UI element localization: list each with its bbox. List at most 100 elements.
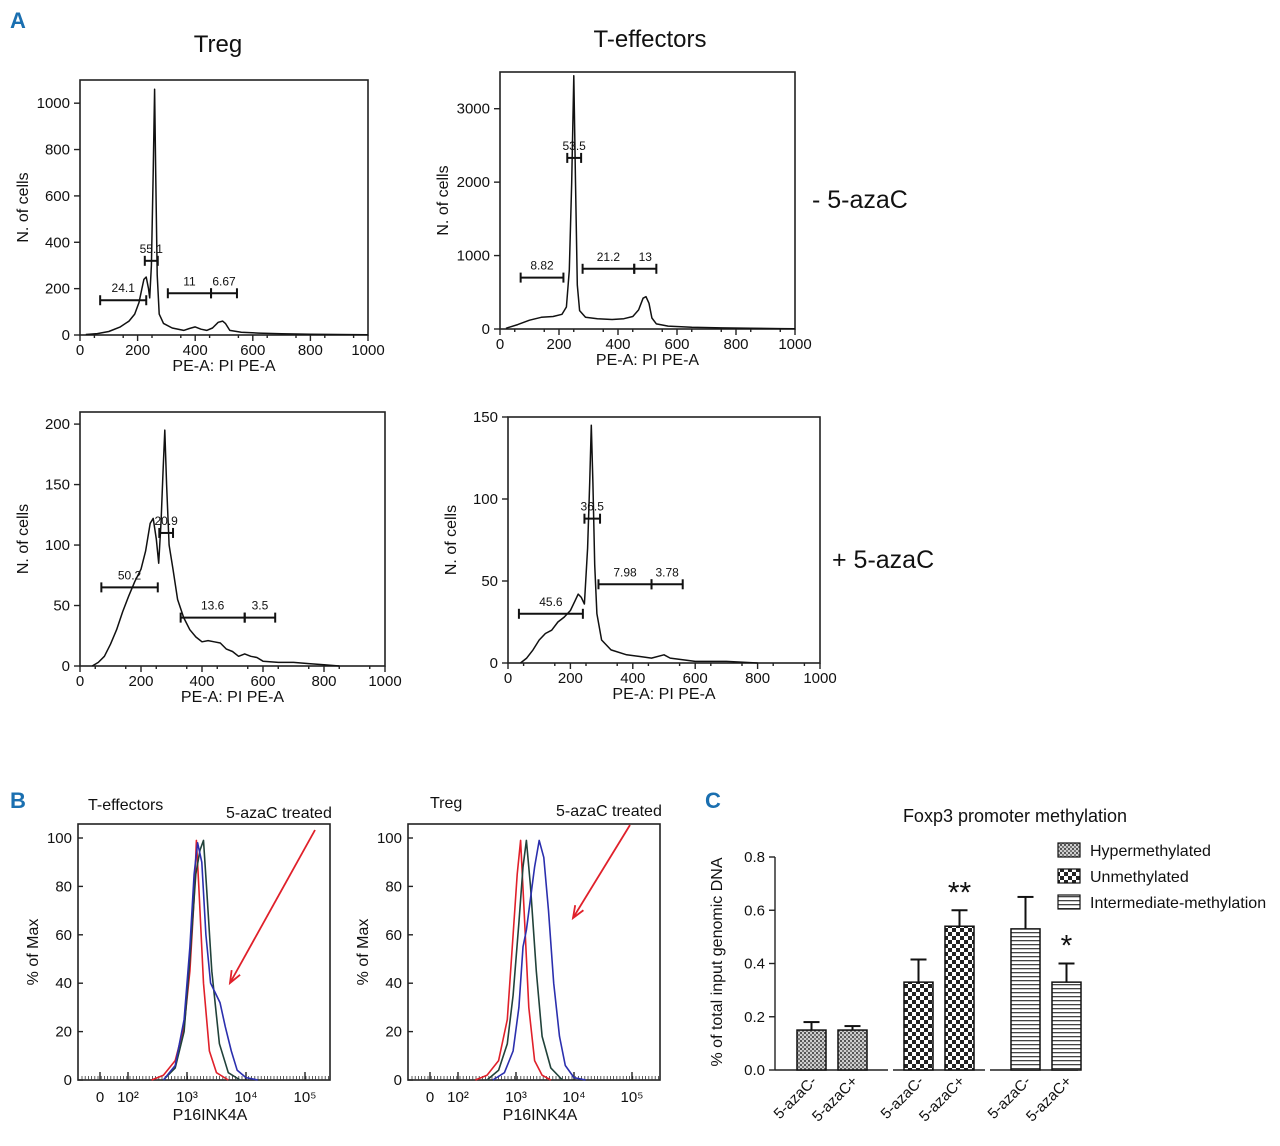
- histogram-curve: [91, 429, 340, 667]
- y-tick-label: 100: [473, 491, 498, 508]
- row-label-minus-azac: - 5-azaC: [812, 186, 908, 214]
- significance-marker: *: [1061, 930, 1073, 963]
- y-axis-label: N. of cells: [443, 505, 460, 575]
- y-tick-label: 50: [481, 573, 498, 590]
- curve-blue: [162, 842, 258, 1081]
- bar-dots: [796, 1029, 827, 1071]
- x-tick-label: 200: [128, 673, 153, 690]
- bar-hlines: [1051, 981, 1082, 1071]
- y-axis-label: % of Max: [25, 919, 42, 986]
- plot-frame: [407, 823, 661, 1081]
- x-tick-label: 400: [620, 670, 645, 687]
- gate-label: 6.67: [212, 274, 236, 288]
- x-tick-label: 1000: [803, 670, 836, 687]
- y-tick-label: 0: [62, 658, 70, 675]
- y-tick-label: 2000: [457, 174, 490, 191]
- x-tick-label: 800: [298, 342, 323, 359]
- annotation-arrow-line: [572, 824, 631, 919]
- y-tick-label: 80: [55, 878, 72, 895]
- y-axis-label: N. of cells: [15, 172, 32, 242]
- x-tick-label: 600: [683, 670, 708, 687]
- x-tick-label: 800: [311, 673, 336, 690]
- category-label: 5-azaC+: [1023, 1073, 1076, 1126]
- significance-marker: **: [948, 876, 972, 909]
- annotation-arrowhead: [228, 969, 241, 986]
- x-tick-label: 10⁵: [621, 1089, 644, 1106]
- legend-swatch-dots: [1057, 842, 1081, 858]
- x-tick-label: 1000: [368, 673, 401, 690]
- bar-dots: [837, 1029, 868, 1071]
- annotation-arrowhead: [571, 905, 584, 921]
- y-axis-label: % of Max: [355, 919, 372, 986]
- gate-label: 50.2: [118, 568, 142, 582]
- gate-label: 3.5: [252, 599, 269, 613]
- category-label: 5-azaC+: [809, 1073, 862, 1126]
- x-tick-label: 0: [76, 342, 84, 359]
- gate-label: 7.98: [613, 565, 637, 579]
- y-tick-label: 40: [385, 975, 402, 992]
- x-tick-label: 800: [723, 336, 748, 353]
- y-tick-label: 60: [55, 927, 72, 944]
- x-tick-label: 1000: [351, 342, 384, 359]
- legend-swatch-hlines: [1057, 894, 1081, 910]
- x-tick-label: 1000: [778, 336, 811, 353]
- y-tick-label: 0: [64, 1072, 72, 1089]
- histogram-curve: [520, 424, 758, 664]
- chart-title: Foxp3 promoter methylation: [903, 806, 1127, 826]
- x-tick-label: 10²: [117, 1089, 139, 1106]
- y-tick-label: 400: [45, 234, 70, 251]
- x-tick-label: 200: [558, 670, 583, 687]
- y-tick-label: 100: [45, 537, 70, 554]
- treated-annotation: 5-azaC treated: [556, 803, 662, 820]
- y-tick-label: 0: [490, 655, 498, 672]
- x-tick-label: 600: [240, 342, 265, 359]
- category-label: 5-azaC+: [916, 1073, 969, 1126]
- x-tick-label: 200: [546, 336, 571, 353]
- panel-label-b: B: [10, 788, 26, 813]
- gate-label: 13.6: [201, 599, 225, 613]
- chart-foxp3-methylation: Foxp3 promoter methylation 0.0 0.2 0.4 0.6 0.…: [709, 806, 1266, 1125]
- x-tick-label: 10⁴: [234, 1089, 257, 1106]
- y-tick-label: 1000: [457, 248, 490, 265]
- histogram-curve: [505, 74, 796, 330]
- x-tick-label: 400: [605, 336, 630, 353]
- y-tick-label: 800: [45, 142, 70, 159]
- gate-label: 45.6: [539, 595, 563, 609]
- gate-label: 55.1: [140, 242, 164, 256]
- y-tick-label: 150: [473, 409, 498, 426]
- x-tick-label: 800: [745, 670, 770, 687]
- y-axis-label: % of total input genomic DNA: [709, 857, 726, 1066]
- bar-checker: [944, 925, 975, 1071]
- y-axis-label: N. of cells: [435, 165, 452, 235]
- y-tick-label: 80: [385, 878, 402, 895]
- x-tick-label: 0: [76, 673, 84, 690]
- row-label-plus-azac: + 5-azaC: [832, 546, 934, 574]
- gate-label: 36.5: [581, 500, 605, 514]
- legend-label: Intermediate-methylation: [1090, 895, 1266, 912]
- y-tick-label: 200: [45, 416, 70, 433]
- y-axis-label: N. of cells: [15, 504, 32, 574]
- y-tick-label: 20: [385, 1024, 402, 1041]
- curve-blue: [492, 839, 586, 1081]
- x-tick-label: 0: [96, 1089, 104, 1106]
- gate-label: 21.2: [597, 250, 621, 264]
- chart-p16-treg: 0 20 40 60 80 100 0 10² 10³ 10⁴ 10⁵ P16INK4A % of Ma…: [355, 795, 662, 1124]
- legend-label: Hypermethylated: [1090, 843, 1211, 860]
- chart-teff-plus-azac: 0 50 100 150 0 200 400 600 800 1000 PE-A: PI PE-A N…: [443, 409, 837, 703]
- y-tick-label: 150: [45, 477, 70, 494]
- y-tick-label: 100: [377, 830, 402, 847]
- legend-swatch-checker: [1057, 868, 1081, 884]
- histogram-curve: [85, 88, 369, 336]
- x-tick-label: 10⁴: [562, 1089, 585, 1106]
- plot-frame: [507, 416, 821, 664]
- y-tick-label: 60: [385, 927, 402, 944]
- x-axis-label: PE-A: PI PE-A: [612, 686, 715, 703]
- bar-checker: [903, 981, 934, 1071]
- chart-teff-minus-azac: 0 1000 2000 3000 0 200 400 600 800 1000 PE-A: PI P…: [435, 71, 812, 369]
- plot-frame: [79, 79, 369, 336]
- x-axis-label: P16INK4A: [173, 1107, 248, 1124]
- gate-label: 8.82: [530, 259, 554, 273]
- x-tick-label: 10³: [505, 1089, 527, 1106]
- x-tick-label: 10³: [176, 1089, 198, 1106]
